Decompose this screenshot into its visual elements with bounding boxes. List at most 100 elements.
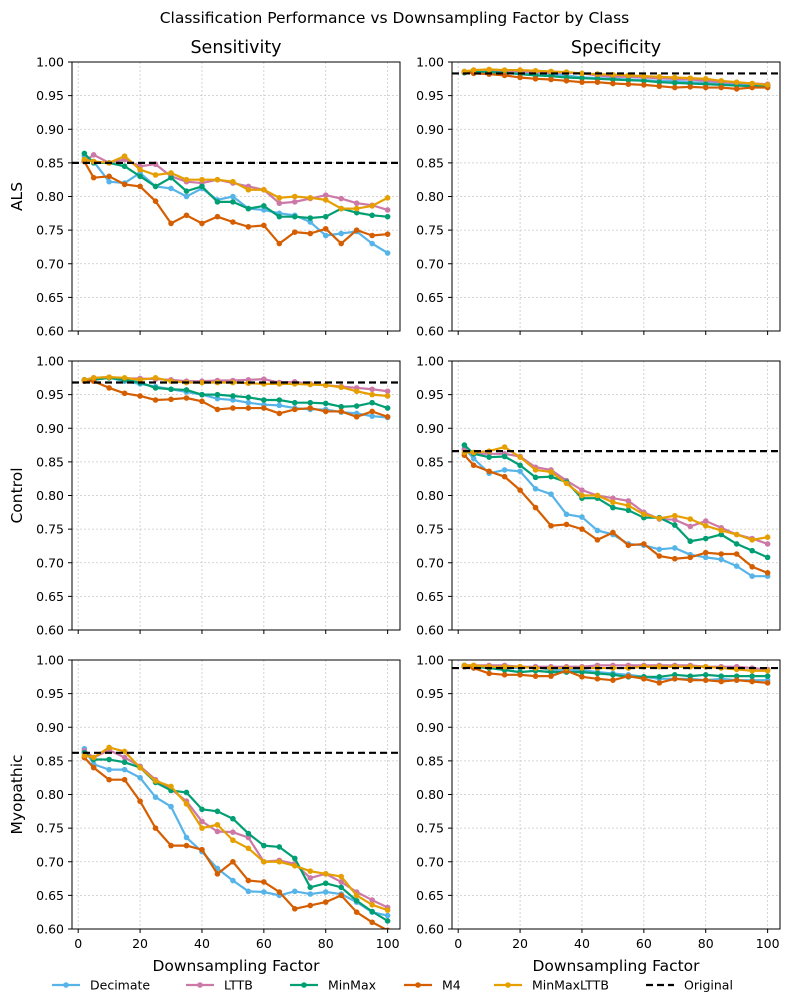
y-tick-label: 0.70 (416, 555, 444, 570)
data-point-minmaxlttb (733, 79, 740, 85)
data-point-m4 (168, 396, 174, 403)
data-point-lttb (625, 498, 632, 504)
data-point-minmaxlttb (81, 377, 88, 383)
data-point-minmaxlttb (749, 537, 755, 543)
x-tick-label: 20 (132, 936, 148, 951)
data-point-minmaxlttb (625, 502, 632, 509)
data-point-minmaxlttb (121, 748, 128, 755)
data-point-minmaxlttb (656, 515, 663, 522)
data-point-m4 (718, 84, 725, 91)
y-tick-label: 1.00 (36, 354, 64, 369)
data-point-minmaxlttb (764, 534, 771, 540)
data-point-minmaxlttb (291, 193, 298, 200)
data-point-decimate (532, 485, 539, 492)
data-point-minmaxlttb (501, 67, 508, 73)
data-point-decimate (563, 511, 570, 518)
data-point-m4 (322, 408, 329, 415)
data-point-m4 (517, 74, 523, 81)
data-point-m4 (276, 410, 283, 417)
data-point-minmax (461, 442, 468, 448)
data-point-m4 (291, 406, 298, 413)
data-point-m4 (276, 889, 283, 895)
axes-frame (451, 659, 781, 930)
panels: 0.60 0.65 0.70 0.75 0.80 0.85 0.90 0.95 1.00 Sens… (8, 38, 781, 975)
data-point-minmaxlttb (276, 858, 283, 865)
data-point-m4 (610, 677, 616, 683)
data-point-m4 (486, 670, 492, 677)
data-point-minmax (369, 908, 375, 915)
data-point-lttb (245, 834, 252, 841)
data-point-m4 (214, 406, 221, 413)
data-point-m4 (687, 554, 694, 561)
data-point-m4 (563, 78, 570, 84)
data-point-decimate (183, 834, 190, 841)
plot-area (461, 66, 771, 92)
data-point-minmaxlttb (610, 499, 616, 506)
data-point-m4 (532, 76, 539, 82)
data-point-minmaxlttb (106, 374, 112, 380)
data-point-minmaxlttb (532, 467, 539, 473)
data-point-minmax (610, 671, 616, 678)
data-point-minmax (261, 397, 267, 403)
data-point-m4 (702, 84, 709, 91)
data-point-lttb (384, 207, 391, 213)
data-point-m4 (733, 86, 740, 92)
data-point-m4 (610, 529, 616, 536)
data-point-decimate (733, 563, 740, 569)
data-point-m4 (594, 676, 601, 682)
legend-label: MinMax (328, 978, 376, 993)
data-point-m4 (106, 173, 112, 180)
data-point-minmax (486, 454, 492, 460)
legend-swatch-marker (197, 982, 203, 988)
data-point-minmaxlttb (353, 388, 360, 395)
y-tick-label: 0.95 (416, 387, 444, 402)
data-point-m4 (322, 899, 329, 905)
y-tick-label: 0.70 (36, 555, 64, 570)
plot-area (81, 744, 391, 929)
data-point-m4 (733, 677, 740, 683)
y-tick-label: 0.60 (416, 623, 444, 638)
y-tick-label: 0.80 (416, 488, 444, 503)
data-point-decimate (106, 178, 112, 185)
data-point-minmax (749, 547, 755, 554)
data-point-minmax (353, 209, 360, 216)
data-point-decimate (152, 794, 159, 800)
y-tick-label: 0.90 (36, 122, 64, 137)
data-point-m4 (137, 798, 143, 805)
data-point-minmaxlttb (199, 176, 205, 183)
data-point-lttb (276, 200, 283, 207)
data-point-m4 (656, 680, 663, 686)
data-point-minmax (245, 394, 252, 401)
data-point-minmaxlttb (245, 845, 252, 852)
data-point-minmax (276, 844, 283, 850)
y-tick-label: 0.75 (416, 821, 444, 836)
data-point-m4 (230, 405, 236, 411)
panel-als-specificity: 0.60 0.65 0.70 0.75 0.80 0.85 0.90 0.95 1.00 Spec… (416, 38, 781, 339)
data-point-minmaxlttb (291, 862, 298, 869)
data-point-decimate (517, 468, 523, 475)
y-tick-label: 0.95 (36, 387, 64, 402)
data-point-minmax (168, 386, 174, 393)
data-point-decimate (369, 240, 375, 247)
data-point-m4 (261, 222, 267, 229)
data-point-decimate (245, 888, 252, 895)
data-point-minmax (183, 188, 190, 194)
data-point-m4 (517, 487, 523, 493)
data-point-minmaxlttb (461, 662, 468, 669)
data-point-minmaxlttb (641, 73, 647, 79)
y-tick-label: 0.90 (416, 122, 444, 137)
data-point-minmax (548, 669, 554, 675)
data-point-minmax (121, 759, 128, 766)
data-point-minmaxlttb (106, 744, 112, 751)
data-point-m4 (152, 825, 159, 831)
data-point-m4 (214, 871, 221, 877)
data-point-minmax (322, 880, 329, 887)
data-point-m4 (338, 408, 345, 415)
data-point-decimate (384, 250, 391, 256)
data-point-minmaxlttb (548, 469, 554, 475)
data-point-minmaxlttb (687, 75, 694, 81)
legend-item-minmaxlttb: MinMaxLTTB (494, 978, 609, 993)
data-point-m4 (245, 877, 252, 884)
row-label: ALS (8, 182, 26, 211)
axes-frame (71, 659, 401, 930)
